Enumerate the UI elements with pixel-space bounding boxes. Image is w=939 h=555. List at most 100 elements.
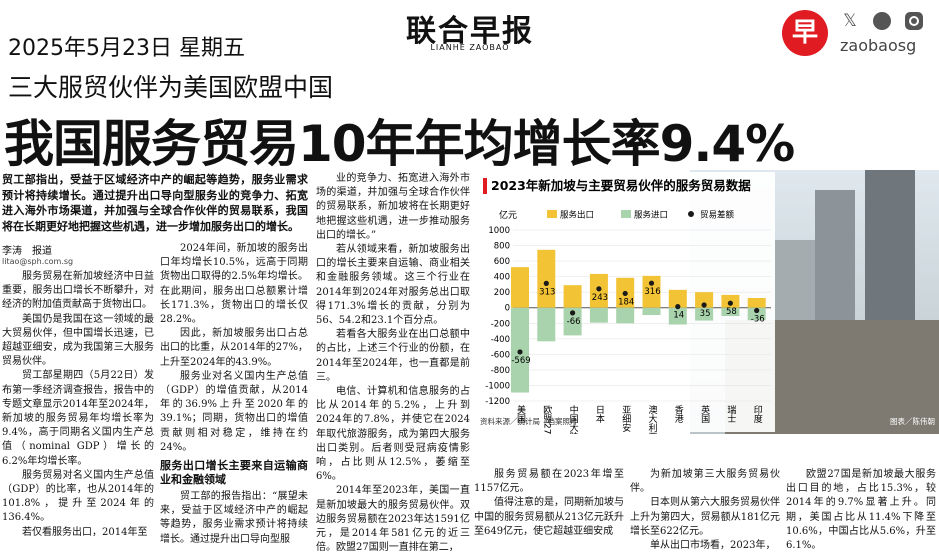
text-column: 服务贸易额在2023年增至1157亿元。 值得注意的是，同期新加坡与中国的服务贸易… — [474, 468, 624, 539]
legend-label: 服务出口 — [560, 210, 594, 221]
y-tick-label: -600 — [491, 350, 510, 360]
byline: 李涛 报道 — [2, 246, 52, 257]
x-tick-label: 香港 — [673, 405, 684, 423]
paragraph: 贸工部星期四（5月22日）发布第一季经济调查报告，报告中的专题文章显示2014年… — [2, 370, 154, 467]
balance-dot — [648, 280, 655, 286]
paragraph: 电信、计算机和信息服务的占比从2014年的5.2%，上升到2024年的7.8%，… — [316, 386, 470, 483]
paragraph: 业的竞争力、拓宽进入海外市场的渠道，并加强与全球合作伙伴的贸易联系，新加坡将在长… — [316, 173, 470, 241]
paragraph: 日本则从第六大服务贸易伙伴上升为第四大，贸易额从181亿元增长至622亿元。 — [630, 497, 780, 537]
y-tick-label: 1000 — [488, 226, 510, 236]
paragraph: 若看各大服务业在出口总额中的占比，上述三个行业的份额，在2014年至2024年，… — [316, 329, 470, 383]
y-tick-label: 200 — [494, 288, 510, 298]
y-unit: 亿元 — [499, 209, 517, 221]
paragraph: 2014年至2023年，美国一直是新加坡最大的服务贸易伙伴。双边服务贸易额在20… — [316, 485, 470, 554]
y-tick-label: -800 — [491, 366, 510, 376]
bar — [668, 289, 687, 308]
brand-badge: 早 — [782, 10, 828, 56]
paragraph: 美国仍是我国在这一领域的最大贸易伙伴，但中国增长迅速，已超越亚细安，成为我国第三… — [2, 313, 154, 368]
balance-dot — [754, 307, 760, 314]
y-tick-label: -1000 — [485, 381, 510, 391]
bar — [511, 267, 529, 308]
bar — [668, 307, 687, 325]
balance-dot — [596, 286, 602, 292]
text-column: 欧盟27国是新加坡最大服务出口目的地，占比15.3%，较2014年的9.7%显著… — [786, 468, 936, 553]
bar — [747, 307, 766, 321]
x-tick-label: 美国 — [515, 404, 526, 424]
paragraph: 服务贸易对名义国内生产总值（GDP）的比率，也从2014年的101.8%，提升至… — [2, 469, 154, 524]
bar — [721, 307, 740, 317]
logo-en: LIANHE ZAOBAO — [430, 43, 510, 52]
balance-dot — [543, 280, 549, 286]
subheading: 服务出口增长主要来自运输商业和金融领域 — [160, 459, 308, 487]
balance-dot — [675, 304, 681, 310]
legend-swatch — [621, 210, 631, 218]
x-tick-label: 中国大陆 — [568, 404, 579, 434]
balance-dot — [570, 310, 576, 316]
balance-dot — [622, 290, 628, 297]
social-icons: 𝕏 — [843, 11, 923, 31]
y-tick-label: 400 — [494, 273, 510, 283]
data-label: 35 — [700, 309, 711, 319]
bar — [537, 249, 556, 308]
paragraph: 欧盟27国是新加坡最大服务出口目的地，占比15.3%，较2014年的9.7%显著… — [786, 469, 936, 552]
bar — [695, 307, 714, 321]
bar — [616, 307, 635, 324]
legend-swatch — [547, 210, 557, 218]
text-column: 业的竞争力、拓宽进入海外市场的渠道，并加强与全球合作伙伴的贸易联系，新加坡将在长… — [316, 172, 470, 555]
balance-dot — [727, 300, 733, 306]
x-tick-label: 澳大利亚 — [647, 404, 658, 434]
paragraph: 值得注意的是，同期新加坡与中国的服务贸易额从213亿元跃升至649亿元，使它超越… — [474, 497, 624, 537]
bar — [747, 298, 766, 308]
paragraph: 服务业对名义国内生产总值（GDP）的增值贡献，从2014年的36.9%上升至20… — [160, 370, 308, 453]
logo: 联合早报 — [406, 14, 534, 49]
paragraph: 为新加坡第三大服务贸易伙伴。 — [630, 469, 780, 495]
facebook-icon[interactable] — [873, 12, 891, 30]
x-icon[interactable]: 𝕏 — [843, 11, 857, 31]
data-label: 316 — [644, 287, 660, 297]
bar — [563, 307, 582, 336]
data-label: -569 — [511, 356, 530, 366]
paragraph: 若仅看服务出口，2014年至 — [22, 526, 148, 538]
paragraph: 服务贸易在新加坡经济中日益重要，服务出口增长不断攀升，对经济的附加值贡献高于货物… — [2, 271, 154, 311]
y-tick-label: -400 — [491, 335, 510, 345]
bar — [695, 292, 714, 308]
paragraph: 若从领域来看，新加坡服务出口的增长主要来自运输、商业相关和金融服务领域。这三个行… — [316, 244, 470, 327]
bar — [589, 307, 608, 323]
x-tick-label: 印度 — [752, 404, 763, 424]
lead: 贸工部指出，受益于区域经济中产的崛起等趋势，服务业需求预计将持续增长。通过提升出… — [2, 173, 308, 233]
instagram-icon[interactable] — [905, 12, 923, 30]
paragraph: 贸工部的报告指出：“展望未来，受益于区域经济中产的崛起等趋势，服务业需求预计将持… — [160, 491, 308, 545]
instagram-lens — [909, 16, 919, 26]
bar — [537, 307, 556, 342]
x-tick-label: 瑞士 — [725, 404, 736, 423]
credit: 图表／陈伟朝 — [890, 416, 935, 426]
data-label: 14 — [673, 311, 684, 321]
subtitle: 三大服贸伙伴为美国欧盟中国 — [8, 73, 334, 102]
y-tick-label: 0 — [505, 304, 510, 314]
y-tick-label: 800 — [494, 242, 510, 252]
balance-dot — [701, 302, 707, 308]
data-label: -66 — [567, 317, 581, 327]
bar — [642, 307, 661, 316]
y-tick-label: -200 — [491, 319, 510, 329]
paragraph: 服务贸易额在2023年增至1157亿元。 — [474, 469, 624, 495]
data-label: 243 — [592, 293, 608, 303]
title-marker — [483, 178, 487, 194]
legend-label: 贸易差额 — [700, 210, 735, 221]
bar — [563, 285, 582, 308]
bar — [642, 275, 661, 308]
paragraph: 2024年间，新加坡的服务出口年均增长10.5%，远高于同期货物出口取得的2.5… — [160, 243, 308, 326]
date: 2025年5月23日 星期五 — [8, 36, 245, 61]
x-tick-label: 亚细安 — [620, 405, 631, 433]
paragraph: 因此，新加坡服务出口占总出口的比重，从2014年的27%，上升至2024年的43… — [160, 328, 308, 368]
x-tick-label: 英国 — [699, 404, 710, 424]
data-label: 313 — [539, 287, 555, 297]
text-column: 2024年间，新加坡的服务出口年均增长10.5%，远高于同期货物出口取得的2.5… — [160, 242, 308, 547]
source: 资料来源／统计局 档案照片 — [480, 416, 578, 426]
email: litao@sph.com.sg — [2, 257, 74, 266]
data-label: 58 — [726, 307, 737, 317]
legend-swatch — [688, 211, 694, 217]
data-label: -36 — [751, 315, 765, 325]
legend-label: 服务进口 — [634, 210, 668, 221]
